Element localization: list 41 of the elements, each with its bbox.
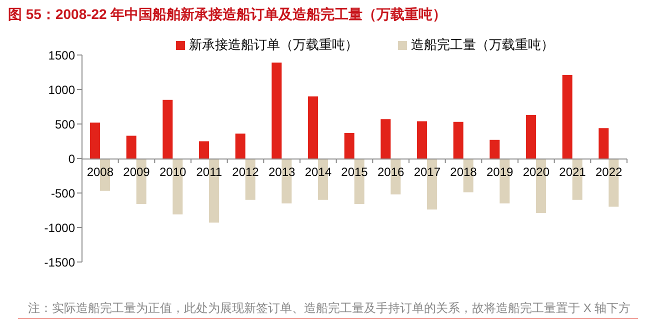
x-tick-label: 2017 (414, 165, 441, 179)
x-tick-label: 2012 (232, 165, 260, 179)
x-tick-label: 2013 (268, 165, 296, 179)
x-tick-label: 2010 (159, 165, 187, 179)
y-tick-label: -1000 (44, 220, 76, 235)
x-tick-label: 2014 (304, 165, 332, 179)
chart-title: 图 55：2008-22 年中国船舶新承接造船订单及造船完工量（万载重吨） (8, 6, 447, 24)
bar (272, 62, 282, 158)
legend-label: 造船完工量（万载重吨） (411, 37, 554, 52)
bar (453, 122, 464, 158)
x-tick-label: 2019 (486, 165, 514, 179)
bar (380, 119, 391, 158)
x-tick-label: 2015 (341, 165, 368, 179)
y-tick-label: 1000 (48, 82, 76, 97)
x-tick-label: 2016 (377, 165, 405, 179)
bar (344, 132, 354, 158)
x-tick-label: 2022 (595, 165, 623, 179)
bar (526, 115, 536, 158)
bar (162, 100, 173, 158)
bar (417, 121, 427, 158)
bar (490, 140, 500, 158)
x-tick-label: 2018 (450, 165, 478, 179)
y-tick-label: 500 (54, 117, 76, 132)
x-tick-label: 2009 (123, 165, 150, 179)
bar (90, 122, 100, 158)
text: 注：实际造船完工量为正值，此处为展现新签订单、造船完工量及手持订单的关系，故将造船完工量置于 X 轴下方 (28, 300, 631, 317)
bar (598, 128, 609, 158)
bar (562, 75, 572, 158)
bar (199, 141, 209, 158)
bar (308, 96, 318, 158)
y-tick-label: -500 (50, 186, 76, 200)
x-tick-label: 2008 (86, 165, 114, 179)
y-tick-label: 0 (68, 152, 76, 166)
legend-label: 新承接造船订单（万载重吨） (189, 37, 358, 52)
x-tick-label: 2021 (559, 165, 586, 179)
y-tick-label: 1500 (48, 48, 76, 62)
x-tick-label: 2011 (196, 165, 222, 179)
bar (126, 136, 136, 158)
y-tick-label: -1500 (44, 255, 76, 270)
x-tick-label: 2020 (522, 165, 550, 179)
bar (235, 134, 246, 158)
